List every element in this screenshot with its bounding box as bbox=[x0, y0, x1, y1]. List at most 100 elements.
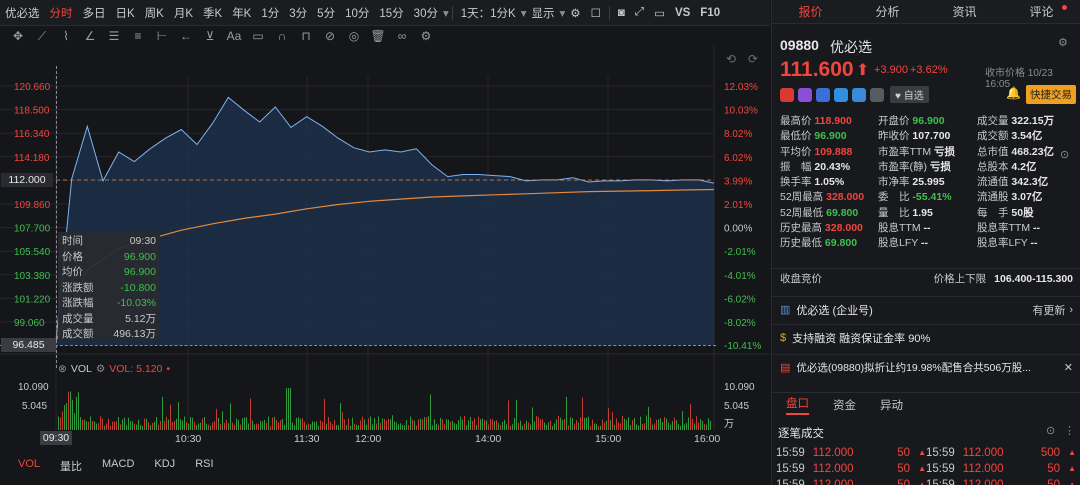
tab-1min[interactable]: 1分 bbox=[261, 7, 280, 20]
last-price: 111.600 bbox=[780, 58, 854, 81]
company-row[interactable]: ▥ 优必选 (企业号) 有更新 › bbox=[772, 296, 1080, 322]
indicator-tab-rsi[interactable]: RSI bbox=[195, 458, 214, 470]
angle-tool-icon[interactable]: ∠ bbox=[84, 29, 96, 43]
volume-bar bbox=[158, 424, 159, 430]
close-icon[interactable]: ✕ bbox=[1063, 362, 1073, 374]
chevron-down-icon[interactable]: ▾ bbox=[559, 7, 566, 20]
line-tool-icon[interactable]: ⟋ bbox=[37, 28, 47, 43]
fullscreen-icon[interactable]: ⤢ bbox=[634, 6, 645, 18]
tab-5min[interactable]: 5分 bbox=[317, 7, 336, 20]
tab-unusual[interactable]: 异动 bbox=[880, 399, 903, 412]
tab-timeshare[interactable]: 分时 bbox=[49, 7, 73, 20]
f10-button[interactable]: F10 bbox=[700, 6, 721, 19]
price-chart[interactable]: 120.660 12.03% 118.500 10.03% 116.340 8.02% 11… bbox=[0, 46, 770, 485]
add-favorite-button[interactable]: ♥ 自选 bbox=[890, 86, 929, 103]
measure-tool-icon[interactable]: ⊻ bbox=[205, 29, 215, 43]
volume-bar bbox=[168, 419, 169, 430]
camera-icon[interactable]: ◙ bbox=[617, 6, 625, 19]
gear-icon[interactable]: ⚙ bbox=[570, 7, 581, 20]
display-menu[interactable]: 显示 bbox=[531, 7, 555, 20]
rect-tool-icon[interactable]: ▭ bbox=[252, 29, 264, 43]
expand-trades-icon[interactable]: ⊙ bbox=[1046, 425, 1056, 437]
close-icon[interactable]: ⊗ bbox=[58, 363, 67, 375]
compare-button[interactable]: VS bbox=[674, 6, 691, 19]
checkbox-icon[interactable]: ☐ bbox=[590, 7, 601, 20]
stat-value: 328.000 bbox=[826, 191, 865, 204]
news-row[interactable]: ▤ 优必选(09880)拟折让约19.98%配售合共506万股... ✕ bbox=[772, 354, 1080, 380]
move-icon[interactable]: ✥ bbox=[12, 29, 24, 43]
stat-value: 322.15万 bbox=[1011, 115, 1055, 127]
stock-name: 优必选 bbox=[830, 39, 872, 55]
margin-icon bbox=[834, 87, 848, 102]
tab-day-k[interactable]: 日K bbox=[115, 7, 135, 20]
volume-bar bbox=[248, 423, 249, 430]
tab-news[interactable]: 资讯 bbox=[952, 5, 977, 19]
expand-stats-icon[interactable]: ⊙ bbox=[1060, 149, 1070, 161]
stat-label: 股息TTM bbox=[878, 222, 924, 235]
indicator-tab-ratio[interactable]: 量比 bbox=[60, 461, 83, 473]
tab-quarter-k[interactable]: 季K bbox=[203, 7, 223, 20]
fib-tool-icon[interactable]: ≡ bbox=[134, 29, 142, 43]
tab-year-k[interactable]: 年K bbox=[232, 7, 252, 20]
settings-icon[interactable]: ⚙ bbox=[420, 29, 432, 43]
indicator-tabs: VOL 量比 MACD KDJ RSI bbox=[18, 458, 214, 474]
range-tool-icon[interactable]: ⊢ bbox=[156, 29, 168, 43]
tab-15min[interactable]: 15分 bbox=[379, 7, 404, 20]
toolbar-stock-name[interactable]: 优必选 bbox=[5, 7, 40, 20]
volume-bar bbox=[494, 420, 495, 430]
arrow-tool-icon[interactable]: ← bbox=[180, 29, 192, 43]
volume-bar bbox=[618, 422, 619, 430]
gear-icon[interactable]: ⚙ bbox=[95, 363, 106, 375]
chevron-down-icon[interactable]: ▾ bbox=[520, 7, 527, 20]
volume-bar bbox=[174, 420, 175, 430]
tab-10min[interactable]: 10分 bbox=[345, 7, 370, 20]
tab-30min[interactable]: 30分 bbox=[413, 7, 438, 20]
tab-week-k[interactable]: 周K bbox=[144, 7, 164, 20]
volume-bar bbox=[546, 424, 547, 430]
stat-value: 328.000 bbox=[824, 222, 863, 235]
volume-bar bbox=[574, 423, 575, 430]
tab-fund-flow[interactable]: 资金 bbox=[833, 399, 856, 412]
trash-icon[interactable]: 🗑 bbox=[370, 29, 386, 43]
tab-orderbook[interactable]: 盘口 bbox=[786, 395, 809, 415]
scroll-right-icon[interactable]: ⟳ bbox=[748, 52, 759, 66]
trade-row: 15:59 112.000 50 ▲ 15:59 112.000 500 ▲ bbox=[776, 445, 1076, 461]
indicator-tab-macd[interactable]: MACD bbox=[102, 458, 135, 470]
stat-value: 118.900 bbox=[814, 115, 852, 127]
tab-analysis[interactable]: 分析 bbox=[875, 5, 900, 19]
volume-bar bbox=[368, 418, 369, 430]
link-icon[interactable]: ∞ bbox=[397, 29, 407, 43]
margin-row[interactable]: $ 支持融资 融资保证金率 90% bbox=[772, 324, 1080, 350]
quick-trade-button[interactable]: 快捷交易 bbox=[1026, 85, 1076, 104]
volume-bar bbox=[650, 417, 651, 430]
tab-comments[interactable]: 评论 bbox=[1029, 5, 1054, 19]
indicator-tab-vol[interactable]: VOL bbox=[18, 458, 41, 470]
text-tool-icon[interactable]: Aa bbox=[226, 29, 242, 43]
magnet-icon[interactable]: ∩ bbox=[277, 29, 287, 43]
volume-bar bbox=[134, 423, 135, 430]
bell-icon[interactable]: 🔔 bbox=[1006, 86, 1021, 100]
lock-icon[interactable]: ⊓ bbox=[301, 29, 311, 43]
period-select[interactable]: 1天：1分K bbox=[460, 7, 516, 20]
tab-multi-day[interactable]: 多日 bbox=[82, 7, 106, 20]
stat-label: 流通值 bbox=[977, 176, 1012, 189]
more-icon[interactable]: ⋮ bbox=[1064, 425, 1075, 437]
volume-bar bbox=[632, 420, 633, 430]
trades-title: 逐笔成交 bbox=[778, 428, 824, 440]
tab-3min[interactable]: 3分 bbox=[289, 7, 308, 20]
polyline-tool-icon[interactable]: ⌇ bbox=[63, 29, 69, 43]
volume-bar bbox=[406, 420, 407, 430]
hide-icon[interactable]: ⊘ bbox=[324, 29, 336, 43]
window-icon[interactable]: ▭ bbox=[654, 7, 665, 20]
tooltip-value: 96.900 bbox=[123, 266, 156, 278]
toolbar-divider bbox=[451, 5, 453, 20]
tab-quote[interactable]: 报价 bbox=[798, 5, 823, 19]
parallel-tool-icon[interactable]: ☰ bbox=[108, 29, 120, 43]
tab-month-k[interactable]: 月K bbox=[173, 7, 194, 20]
settings-icon[interactable]: ⚙ bbox=[1058, 37, 1068, 49]
eye-icon[interactable]: ◎ bbox=[348, 29, 360, 43]
volume-bar bbox=[68, 391, 69, 430]
chevron-down-icon[interactable]: ▾ bbox=[442, 7, 449, 20]
scroll-left-icon[interactable]: ⟲ bbox=[726, 52, 737, 66]
indicator-tab-kdj[interactable]: KDJ bbox=[154, 458, 176, 470]
